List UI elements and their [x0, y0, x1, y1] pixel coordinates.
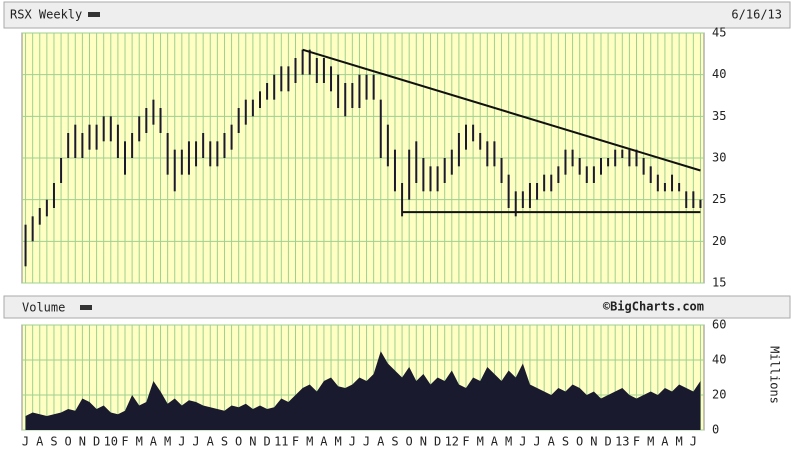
x-tick-label: D: [263, 435, 270, 449]
y-tick-label: 25: [712, 192, 726, 206]
title-icon: [88, 12, 100, 17]
y-tick-label: 40: [712, 67, 726, 81]
volume-title: Volume: [22, 301, 65, 315]
x-tick-label: 12: [445, 435, 459, 449]
x-tick-label: 10: [104, 435, 118, 449]
x-tick-label: J: [363, 435, 370, 449]
y2-tick-label: 20: [712, 388, 726, 402]
x-tick-label: J: [349, 435, 356, 449]
y-tick-label: 15: [712, 276, 726, 290]
x-tick-label: A: [548, 435, 556, 449]
header: [3, 1, 791, 29]
x-tick-label: N: [590, 435, 597, 449]
x-tick-label: D: [604, 435, 611, 449]
plot-layer: J A S O N D 10 F M A M J J A S O N D 11 F M A M J J A S O N D 12 F M A M J J…: [21, 26, 726, 449]
x-tick-label: S: [50, 435, 57, 449]
x-tick-label: D: [434, 435, 441, 449]
x-tick-label: S: [391, 435, 398, 449]
x-tick-label: J: [178, 435, 185, 449]
x-tick-label: F: [633, 435, 640, 449]
x-tick-label: M: [505, 435, 512, 449]
y-tick-label: 35: [712, 109, 726, 123]
x-tick-label: D: [93, 435, 100, 449]
y-tick-label: 45: [712, 26, 726, 40]
x-tick-label: J: [192, 435, 199, 449]
y-tick-label: 30: [712, 151, 726, 165]
x-tick-label: M: [335, 435, 342, 449]
x-tick-label: A: [36, 435, 44, 449]
x-tick-label: J: [22, 435, 29, 449]
x-tick-label: M: [306, 435, 313, 449]
x-tick-label: M: [136, 435, 143, 449]
x-tick-label: A: [150, 435, 158, 449]
x-tick-label: 11: [274, 435, 288, 449]
volume-icon: [80, 305, 92, 310]
x-tick-label: A: [377, 435, 385, 449]
x-tick-label: F: [462, 435, 469, 449]
x-tick-label: O: [406, 435, 413, 449]
x-tick-label: J: [519, 435, 526, 449]
x-tick-label: J: [533, 435, 540, 449]
y2-tick-label: 0: [712, 423, 719, 437]
x-tick-label: S: [562, 435, 569, 449]
y2-tick-label: 40: [712, 353, 726, 367]
y-tick-label: 20: [712, 234, 726, 248]
x-tick-label: A: [661, 435, 669, 449]
chart-title: RSX Weekly: [10, 8, 82, 22]
x-tick-label: N: [79, 435, 86, 449]
x-tick-label: M: [676, 435, 683, 449]
credit: ©BigCharts.com: [603, 300, 704, 314]
x-tick-label: A: [491, 435, 499, 449]
volume-header: [3, 295, 791, 319]
volume-axis-label: Millions: [768, 346, 782, 404]
x-tick-label: J: [690, 435, 697, 449]
x-tick-label: F: [121, 435, 128, 449]
x-tick-label: F: [292, 435, 299, 449]
x-tick-label: A: [320, 435, 328, 449]
volume-area: [25, 351, 701, 430]
x-tick-label: A: [207, 435, 215, 449]
x-tick-label: S: [221, 435, 228, 449]
x-tick-label: M: [164, 435, 171, 449]
chart-date: 6/16/13: [731, 8, 782, 22]
x-tick-label: O: [576, 435, 583, 449]
x-tick-label: N: [420, 435, 427, 449]
x-tick-label: O: [65, 435, 72, 449]
x-tick-label: O: [235, 435, 242, 449]
x-tick-label: M: [647, 435, 654, 449]
trendline: [302, 48, 701, 172]
x-tick-label: M: [477, 435, 484, 449]
y2-tick-label: 60: [712, 318, 726, 332]
x-tick-label: 13: [615, 435, 629, 449]
x-tick-label: N: [249, 435, 256, 449]
